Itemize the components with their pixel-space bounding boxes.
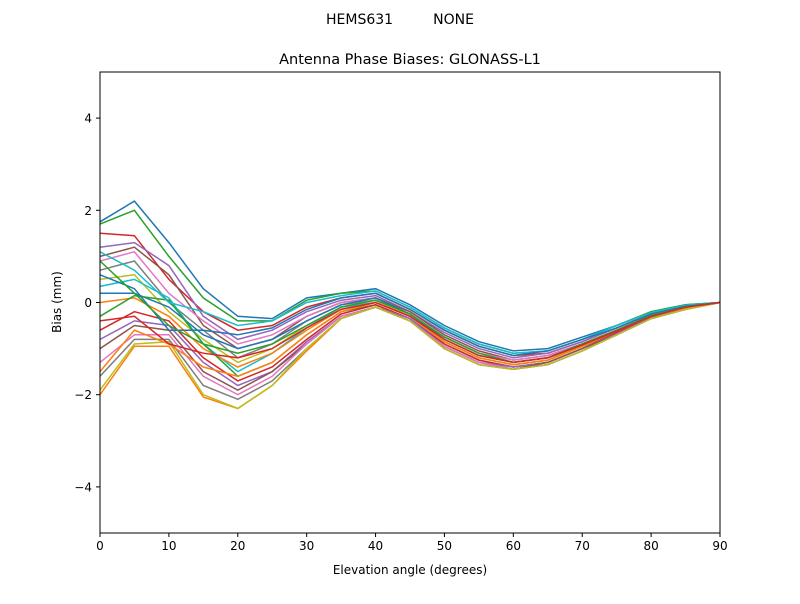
- x-tick-label: 50: [437, 539, 452, 553]
- y-axis-label: Bias (mm): [50, 271, 64, 333]
- x-tick-label: 90: [712, 539, 727, 553]
- series-line-23: [99, 301, 721, 364]
- x-tick-label: 70: [575, 539, 590, 553]
- x-tick-label: 0: [96, 539, 104, 553]
- series-line-14: [99, 301, 721, 387]
- y-tick-label: −2: [74, 388, 92, 402]
- x-tick-label: 40: [368, 539, 383, 553]
- y-tick-label: 4: [84, 112, 92, 126]
- series-line-5: [99, 246, 721, 361]
- y-tick-label: −4: [74, 480, 92, 494]
- chart-title: Antenna Phase Biases: GLONASS-L1: [279, 52, 541, 68]
- series-line-19: [99, 251, 721, 354]
- x-tick-label: 60: [506, 539, 521, 553]
- x-tick-label: 10: [161, 539, 176, 553]
- series-line-18: [99, 301, 721, 410]
- series-line-20: [99, 274, 721, 357]
- y-tick-label: 2: [84, 204, 92, 218]
- figure-suptitle: HEMS631 NONE: [326, 12, 474, 28]
- x-tick-label: 30: [299, 539, 314, 553]
- series-lines: [99, 200, 721, 410]
- series-line-4: [99, 241, 721, 359]
- x-axis-ticks: 0 10 20 30 40 50 60 70 80 90: [96, 533, 728, 553]
- y-axis-ticks: −4 −2 0 2 4: [74, 112, 100, 494]
- series-line-3: [99, 232, 721, 357]
- x-tick-label: 20: [230, 539, 245, 553]
- y-tick-label: 0: [84, 296, 92, 310]
- x-axis-label: Elevation angle (degrees): [333, 563, 487, 577]
- series-line-6: [99, 250, 721, 361]
- x-tick-label: 80: [643, 539, 658, 553]
- series-line-22: [99, 260, 721, 364]
